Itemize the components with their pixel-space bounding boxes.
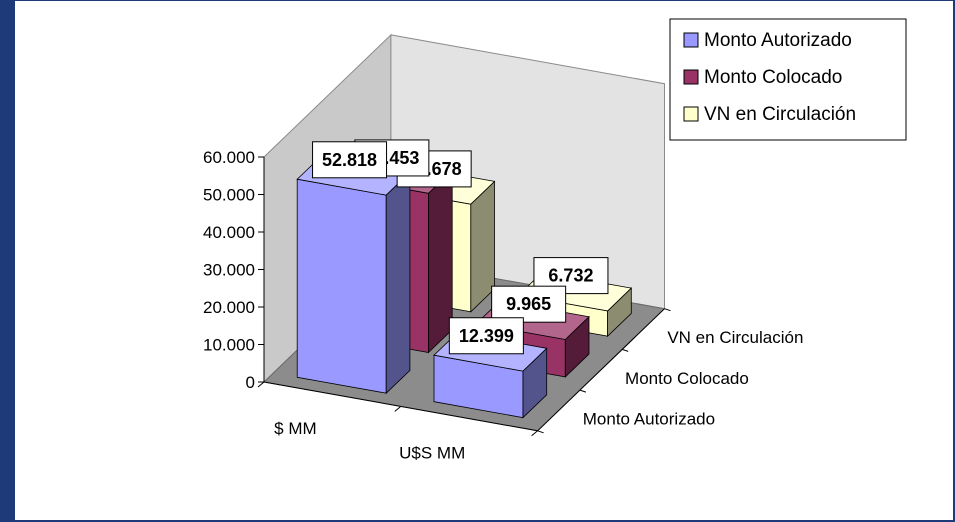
y-tick-label: 20.000 [203,298,255,317]
legend-item: Monto Autorizado [683,30,852,51]
depth-tick-mark [537,430,544,434]
legend-box [669,18,907,141]
depth-tick-mark [664,308,671,312]
legend-swatch [683,106,699,122]
x-tick-mark [257,381,265,388]
frame-left-bar [0,0,14,522]
x-tick-mark [531,430,538,437]
data-label-box [491,285,567,323]
depth-axis-line [537,308,665,432]
legend-label: Monto Colocado [704,67,842,88]
legend-swatch [683,69,699,85]
depth-tick-mark [622,348,629,352]
data-label: 52.818 [312,141,388,179]
depth-series-label: VN en Circulación [667,328,803,347]
bar-front-face [296,178,387,394]
data-label-text: 12.399 [459,326,514,346]
legend-label: VN en Circulación [704,104,856,125]
data-label: 12.399 [448,317,524,355]
y-tick-label: 50.000 [203,186,255,205]
bar-side-face [385,171,411,395]
bar [296,156,411,395]
legend-swatch [683,32,699,48]
y-tick-label: 10.000 [203,336,255,355]
y-tick-label: 0 [246,373,255,392]
legend-label: Monto Autorizado [704,30,852,51]
y-tick-label: 30.000 [203,261,255,280]
data-label-text: 9.965 [506,294,551,314]
data-label-text: 6.732 [548,266,593,286]
data-label-box [312,141,388,179]
data-label: 9.965 [491,285,567,323]
depth-series-label: Monto Colocado [625,369,749,388]
depth-tick-mark [579,389,587,393]
legend-item: Monto Colocado [683,67,842,88]
x-tick-mark [394,406,402,412]
legend-item: VN en Circulación [683,104,856,125]
x-category-label: U$S MM [399,444,465,463]
legend: Monto Autorizado Monto Colocado VN en Circ… [669,18,907,141]
data-label-box [448,317,524,355]
depth-series-label: Monto Autorizado [583,409,715,428]
x-category-label: $ MM [274,419,317,438]
y-tick-label: 60.000 [203,148,255,167]
y-tick-label: 40.000 [203,223,255,242]
data-label-text: 52.818 [322,150,377,170]
bar-side-face [428,169,453,354]
